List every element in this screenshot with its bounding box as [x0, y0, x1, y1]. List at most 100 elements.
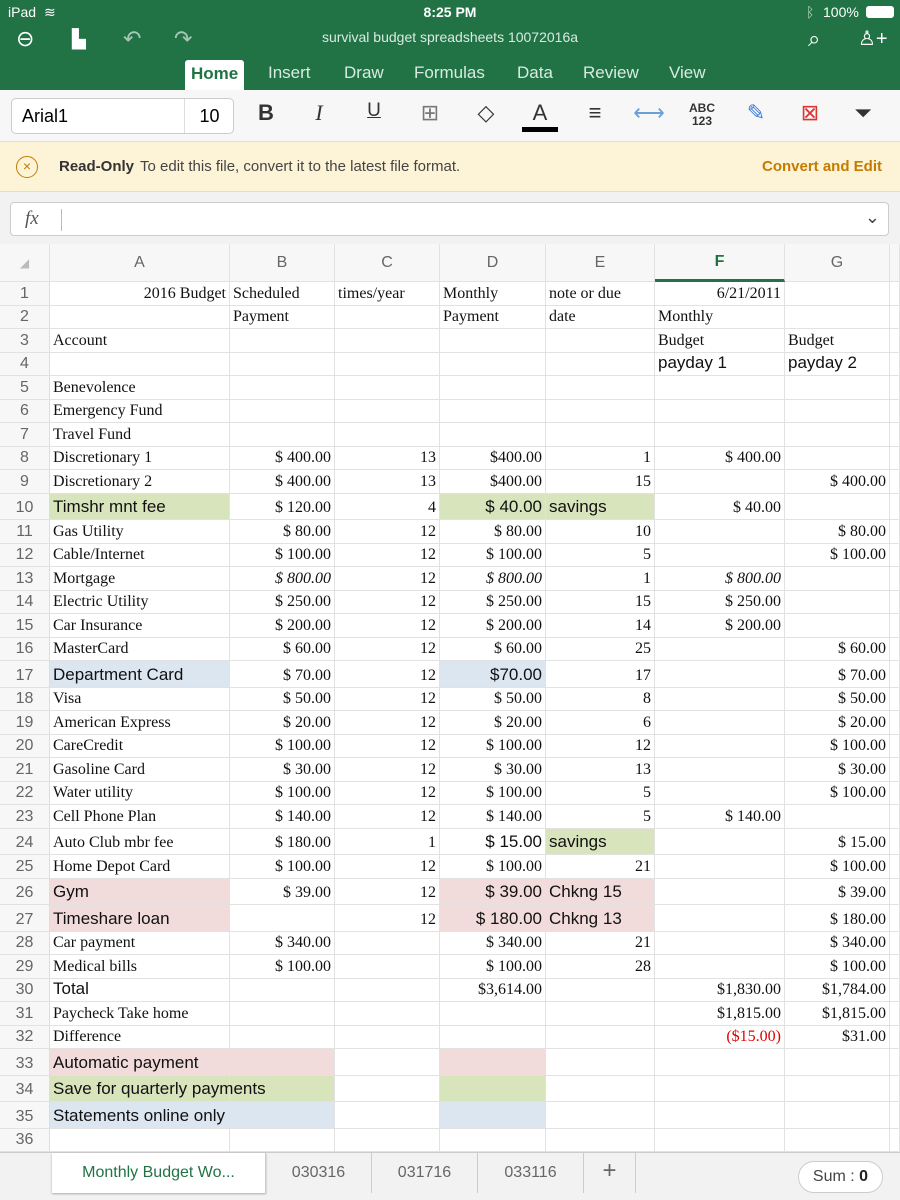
cell-a14[interactable]: Electric Utility — [50, 590, 230, 614]
cell-g36[interactable] — [785, 1128, 890, 1152]
cell-g17[interactable]: $ 70.00 — [785, 661, 890, 688]
cell-e26[interactable]: Chkng 15 — [546, 878, 655, 905]
cell-h23[interactable] — [890, 805, 900, 829]
cell-h26[interactable] — [890, 878, 900, 905]
cell-h10[interactable] — [890, 493, 900, 520]
cell-e10[interactable]: savings — [546, 493, 655, 520]
cell-d19[interactable]: $ 20.00 — [440, 711, 546, 735]
cell-f18[interactable] — [655, 687, 785, 711]
cell-b21[interactable]: $ 30.00 — [230, 758, 335, 782]
underline-icon[interactable]: U — [367, 100, 381, 121]
borders-icon[interactable]: ⊞ — [420, 100, 440, 125]
cell-b23[interactable]: $ 140.00 — [230, 805, 335, 829]
cell-e5[interactable] — [546, 376, 655, 400]
font-picker[interactable]: Arial1 10 — [11, 98, 234, 134]
cell-c27[interactable]: 12 — [335, 905, 440, 932]
cell-c2[interactable] — [335, 305, 440, 329]
cell-g5[interactable] — [785, 376, 890, 400]
column-header-d[interactable]: D — [440, 244, 546, 282]
row-header[interactable]: 11 — [0, 520, 50, 544]
cell-c10[interactable]: 4 — [335, 493, 440, 520]
insert-delete-icon[interactable]: ⊠ — [800, 100, 820, 125]
cell-d24[interactable]: $ 15.00 — [440, 828, 546, 855]
cell-g34[interactable] — [785, 1075, 890, 1102]
cell-g9[interactable]: $ 400.00 — [785, 470, 890, 494]
cell-b20[interactable]: $ 100.00 — [230, 734, 335, 758]
cell-a16[interactable]: MasterCard — [50, 637, 230, 661]
row-header[interactable]: 20 — [0, 734, 50, 758]
cell-a2[interactable] — [50, 305, 230, 329]
cell-g6[interactable] — [785, 399, 890, 423]
cell-h12[interactable] — [890, 543, 900, 567]
cell-c26[interactable]: 12 — [335, 878, 440, 905]
cell-b15[interactable]: $ 200.00 — [230, 614, 335, 638]
spreadsheet-grid[interactable]: ◢ A B C D E F G 1 2016 Budget Scheduled times/year M… — [0, 244, 900, 1152]
cell-b29[interactable]: $ 100.00 — [230, 955, 335, 979]
cell-c12[interactable]: 12 — [335, 543, 440, 567]
cell-h13[interactable] — [890, 567, 900, 591]
cell-h29[interactable] — [890, 955, 900, 979]
cell-d10[interactable]: $ 40.00 — [440, 493, 546, 520]
cell-g1[interactable] — [785, 282, 890, 306]
cell-a9[interactable]: Discretionary 2 — [50, 470, 230, 494]
cell-b14[interactable]: $ 250.00 — [230, 590, 335, 614]
cell-a3[interactable]: Account — [50, 329, 230, 353]
cell-g12[interactable]: $ 100.00 — [785, 543, 890, 567]
cell-e7[interactable] — [546, 423, 655, 447]
align-icon[interactable]: ≡ — [588, 100, 602, 125]
cell-c19[interactable]: 12 — [335, 711, 440, 735]
cell-f31[interactable]: $1,815.00 — [655, 1002, 785, 1026]
cell-f12[interactable] — [655, 543, 785, 567]
cell-a18[interactable]: Visa — [50, 687, 230, 711]
cell-g32[interactable]: $31.00 — [785, 1025, 890, 1049]
cell-b1[interactable]: Scheduled — [230, 282, 335, 306]
cell-f21[interactable] — [655, 758, 785, 782]
chevron-down-icon[interactable]: ⌄ — [864, 207, 880, 227]
cell-h6[interactable] — [890, 399, 900, 423]
cell-b17[interactable]: $ 70.00 — [230, 661, 335, 688]
cell-b12[interactable]: $ 100.00 — [230, 543, 335, 567]
cell-b4[interactable] — [230, 352, 335, 376]
cell-c29[interactable] — [335, 955, 440, 979]
cell-g29[interactable]: $ 100.00 — [785, 955, 890, 979]
cell-h28[interactable] — [890, 931, 900, 955]
cell-h24[interactable] — [890, 828, 900, 855]
cell-e11[interactable]: 10 — [546, 520, 655, 544]
cell-f8[interactable]: $ 400.00 — [655, 446, 785, 470]
cell-c33[interactable] — [335, 1049, 440, 1076]
cell-h8[interactable] — [890, 446, 900, 470]
cell-d22[interactable]: $ 100.00 — [440, 781, 546, 805]
cell-a36[interactable] — [50, 1128, 230, 1152]
cell-h4[interactable] — [890, 352, 900, 376]
row-header[interactable]: 7 — [0, 423, 50, 447]
cell-h27[interactable] — [890, 905, 900, 932]
cell-f1[interactable]: 6/21/2011 — [655, 282, 785, 306]
cell-c31[interactable] — [335, 1002, 440, 1026]
cell-d11[interactable]: $ 80.00 — [440, 520, 546, 544]
cell-h35[interactable] — [890, 1102, 900, 1129]
cell-d3[interactable] — [440, 329, 546, 353]
cell-a35[interactable]: Statements online only — [50, 1102, 230, 1129]
cell-f32[interactable]: ($15.00) — [655, 1025, 785, 1049]
sheet-tab-030316[interactable]: 030316 — [266, 1153, 372, 1193]
tab-review[interactable]: Review — [583, 63, 639, 82]
cell-b22[interactable]: $ 100.00 — [230, 781, 335, 805]
cell-g22[interactable]: $ 100.00 — [785, 781, 890, 805]
cell-e12[interactable]: 5 — [546, 543, 655, 567]
cell-a25[interactable]: Home Depot Card — [50, 855, 230, 879]
row-header[interactable]: 31 — [0, 1002, 50, 1026]
cell-d2[interactable]: Payment — [440, 305, 546, 329]
cell-d8[interactable]: $400.00 — [440, 446, 546, 470]
row-header[interactable]: 35 — [0, 1102, 50, 1129]
cell-b13[interactable]: $ 800.00 — [230, 567, 335, 591]
cell-h19[interactable] — [890, 711, 900, 735]
cell-d15[interactable]: $ 200.00 — [440, 614, 546, 638]
row-header[interactable]: 13 — [0, 567, 50, 591]
cell-c36[interactable] — [335, 1128, 440, 1152]
cell-c6[interactable] — [335, 399, 440, 423]
cell-c14[interactable]: 12 — [335, 590, 440, 614]
cell-d23[interactable]: $ 140.00 — [440, 805, 546, 829]
cell-c13[interactable]: 12 — [335, 567, 440, 591]
cell-a5[interactable]: Benevolence — [50, 376, 230, 400]
cell-c9[interactable]: 13 — [335, 470, 440, 494]
